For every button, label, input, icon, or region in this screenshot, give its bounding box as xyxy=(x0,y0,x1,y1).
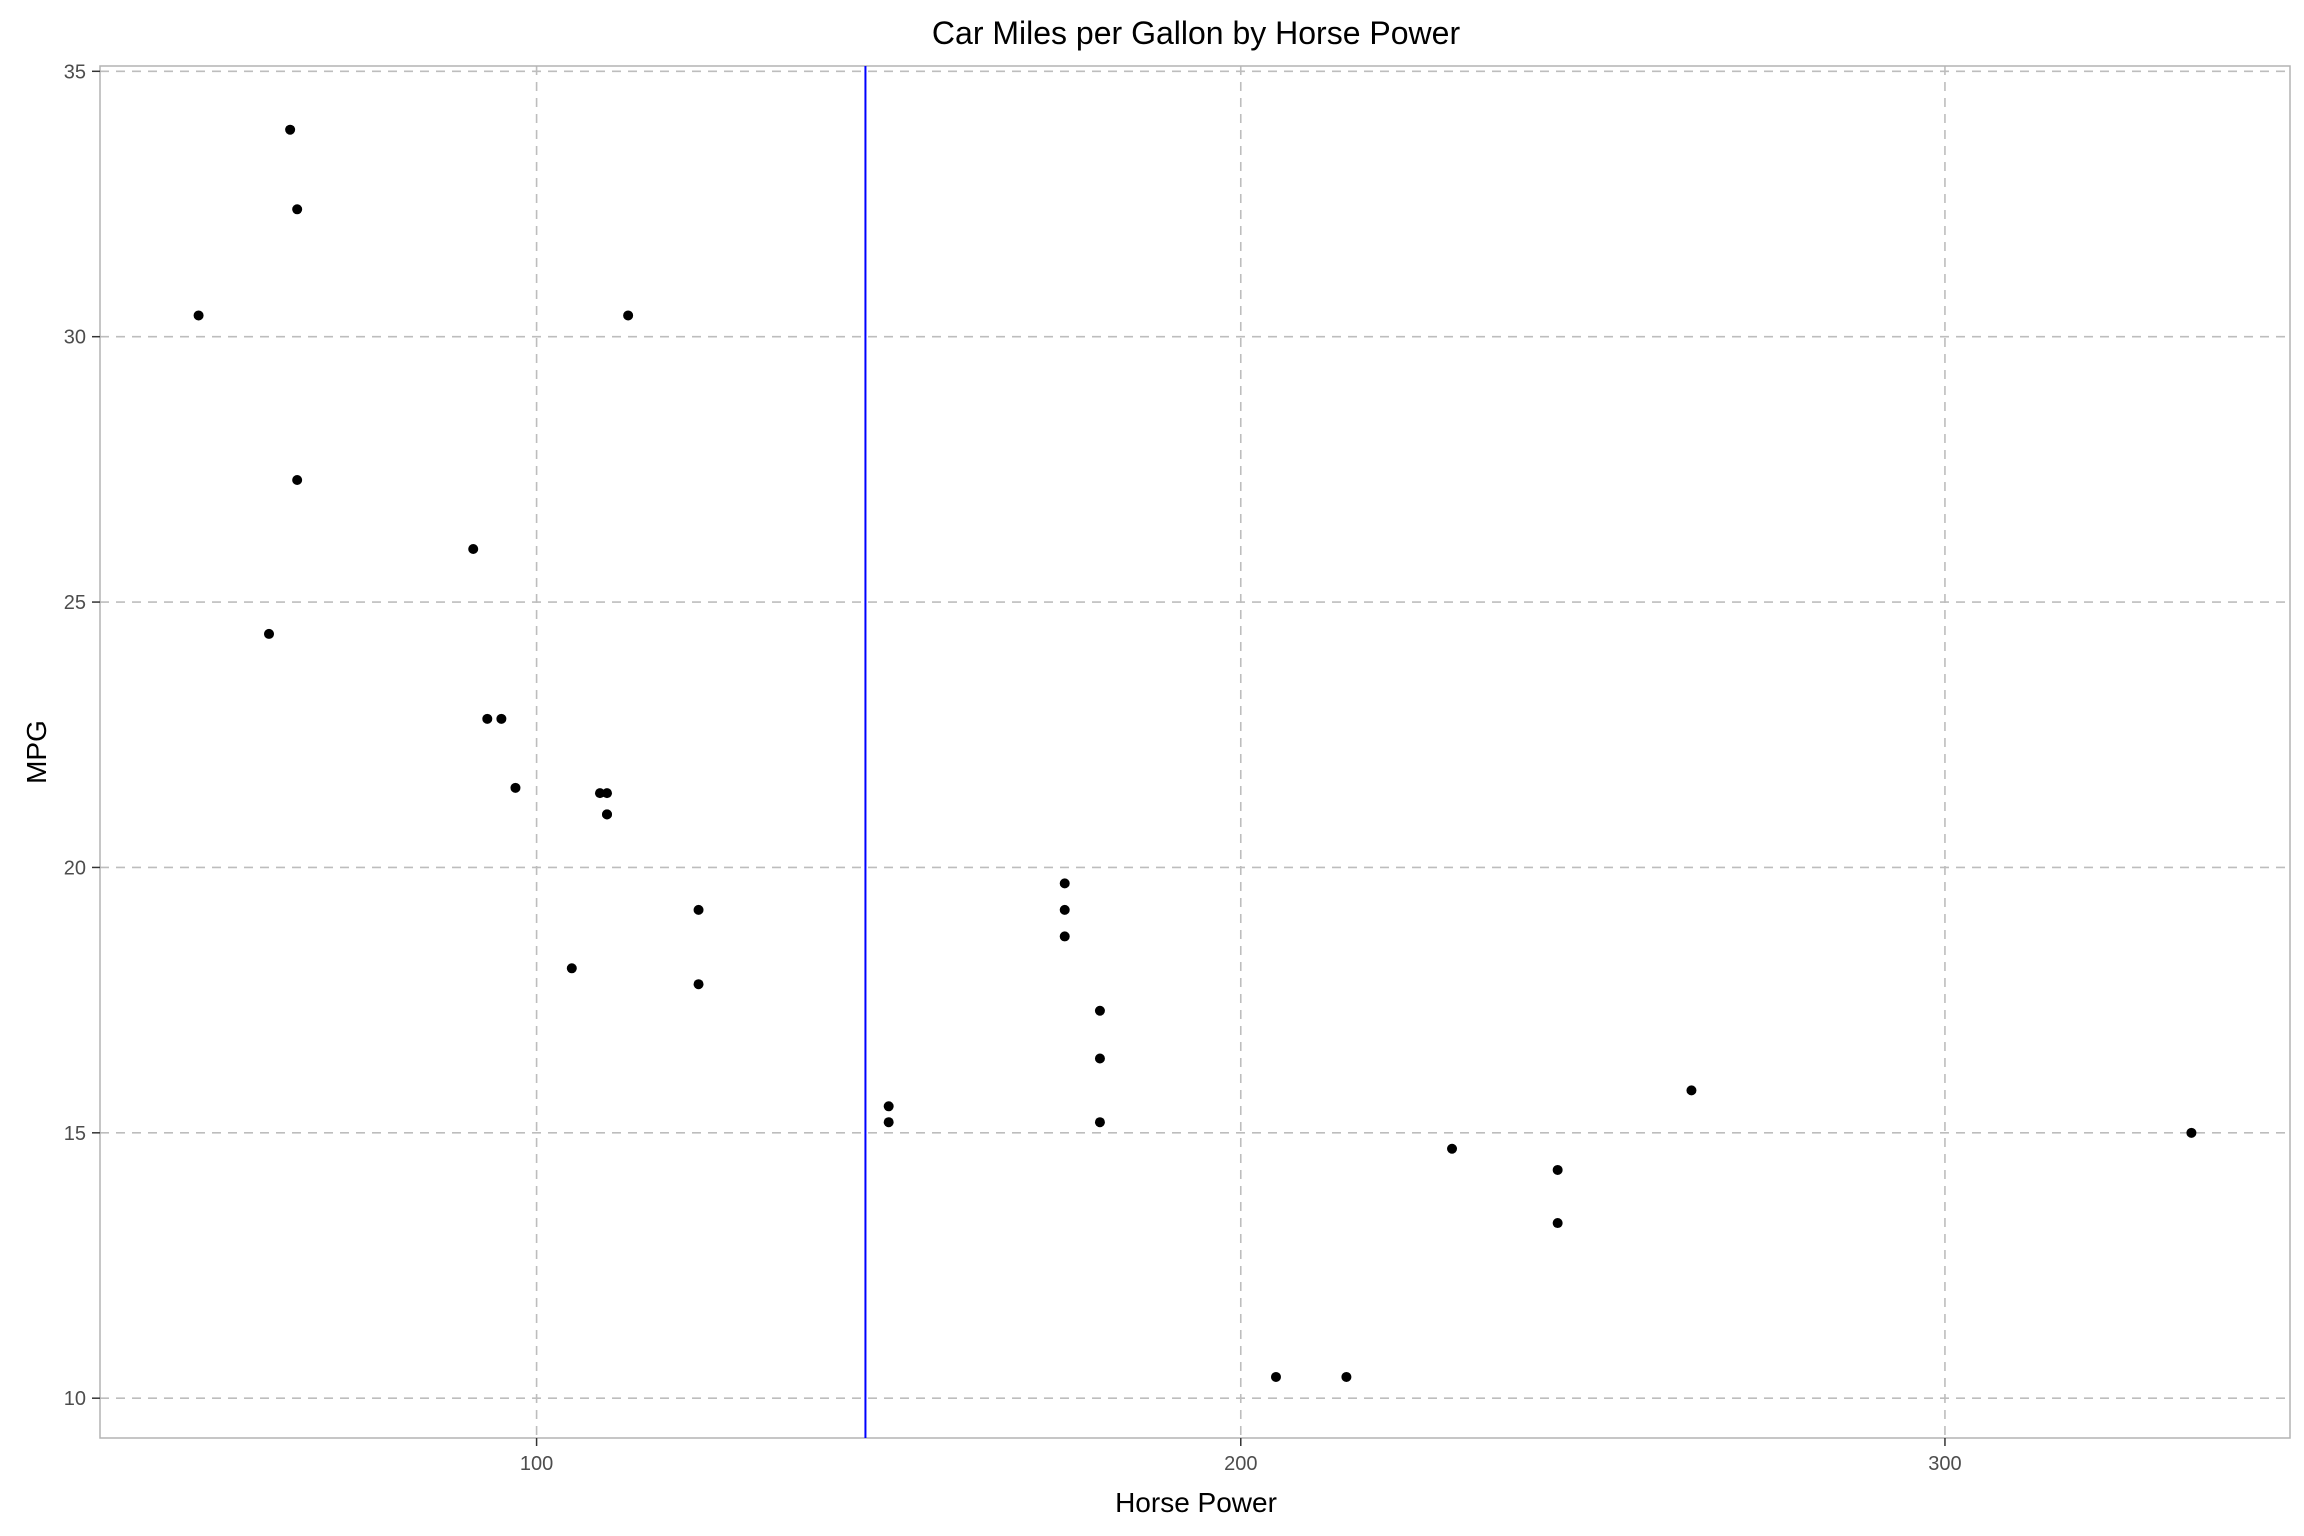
data-point xyxy=(1341,1371,1352,1382)
data-points xyxy=(193,124,2197,1382)
data-point xyxy=(1059,904,1070,915)
data-point xyxy=(602,809,613,820)
data-point xyxy=(602,788,613,799)
data-point xyxy=(285,124,296,135)
y-tick-label: 25 xyxy=(64,592,86,614)
data-point xyxy=(482,713,493,724)
x-axis-title: Horse Power xyxy=(1115,1487,1277,1518)
data-point xyxy=(292,474,303,485)
data-point xyxy=(292,204,303,215)
data-point xyxy=(693,904,704,915)
data-point xyxy=(193,310,204,321)
y-tick-label: 20 xyxy=(64,857,86,879)
data-point xyxy=(883,1117,894,1128)
data-point xyxy=(264,628,275,639)
data-point xyxy=(623,310,634,321)
data-point xyxy=(2186,1127,2197,1138)
data-point xyxy=(1447,1143,1458,1154)
y-tick-label: 15 xyxy=(64,1123,86,1145)
data-point xyxy=(1094,1005,1105,1016)
x-tick-label: 200 xyxy=(1224,1453,1257,1475)
data-point xyxy=(1270,1371,1281,1382)
grid-lines xyxy=(100,66,2290,1438)
data-point xyxy=(1552,1218,1563,1229)
data-point xyxy=(1552,1164,1563,1175)
data-point xyxy=(496,713,507,724)
data-point xyxy=(468,543,479,554)
data-point xyxy=(693,979,704,990)
chart-title: Car Miles per Gallon by Horse Power xyxy=(932,15,1461,51)
data-point xyxy=(1686,1085,1697,1096)
data-point xyxy=(1094,1117,1105,1128)
data-point xyxy=(566,963,577,974)
data-point xyxy=(1059,878,1070,889)
y-tick-label: 30 xyxy=(64,327,86,349)
x-tick-label: 300 xyxy=(1928,1453,1961,1475)
x-tick-label: 100 xyxy=(520,1453,553,1475)
y-axis-title: MPG xyxy=(21,720,52,784)
data-point xyxy=(883,1101,894,1112)
data-point xyxy=(1059,931,1070,942)
plot-panel-border xyxy=(99,65,2291,1439)
data-point xyxy=(1094,1053,1105,1064)
data-point xyxy=(510,782,521,793)
axis-ticks: 10 15 20 25 30 35 100 200 300 xyxy=(64,61,1962,1475)
y-tick-label: 35 xyxy=(64,61,86,83)
y-tick-label: 10 xyxy=(64,1388,86,1410)
data-point xyxy=(594,788,605,799)
